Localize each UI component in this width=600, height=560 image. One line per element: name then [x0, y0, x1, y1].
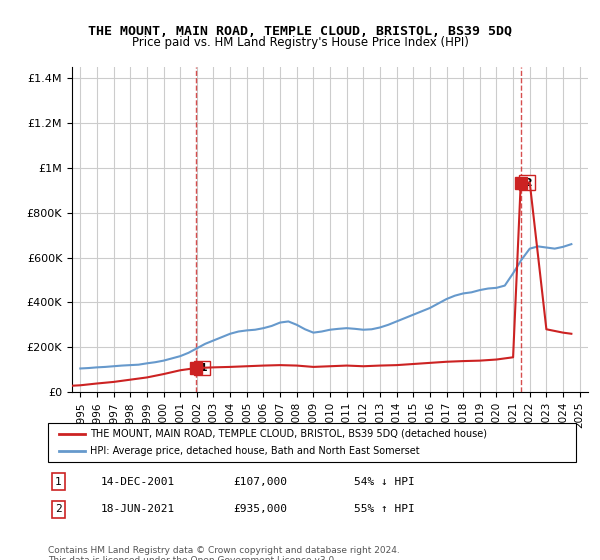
Text: 54% ↓ HPI: 54% ↓ HPI: [354, 477, 415, 487]
Text: Price paid vs. HM Land Registry's House Price Index (HPI): Price paid vs. HM Land Registry's House …: [131, 36, 469, 49]
Text: THE MOUNT, MAIN ROAD, TEMPLE CLOUD, BRISTOL, BS39 5DQ: THE MOUNT, MAIN ROAD, TEMPLE CLOUD, BRIS…: [88, 25, 512, 38]
Text: Contains HM Land Registry data © Crown copyright and database right 2024.
This d: Contains HM Land Registry data © Crown c…: [48, 546, 400, 560]
Text: HPI: Average price, detached house, Bath and North East Somerset: HPI: Average price, detached house, Bath…: [90, 446, 420, 456]
Text: 14-DEC-2001: 14-DEC-2001: [101, 477, 175, 487]
Text: THE MOUNT, MAIN ROAD, TEMPLE CLOUD, BRISTOL, BS39 5DQ (detached house): THE MOUNT, MAIN ROAD, TEMPLE CLOUD, BRIS…: [90, 429, 487, 439]
Text: 1: 1: [196, 363, 208, 373]
Text: 18-JUN-2021: 18-JUN-2021: [101, 505, 175, 515]
Text: 55% ↑ HPI: 55% ↑ HPI: [354, 505, 415, 515]
FancyBboxPatch shape: [48, 423, 576, 462]
Text: £107,000: £107,000: [233, 477, 287, 487]
Text: £935,000: £935,000: [233, 505, 287, 515]
Text: 1: 1: [55, 477, 62, 487]
Text: 2: 2: [521, 178, 532, 188]
Text: 2: 2: [55, 505, 62, 515]
